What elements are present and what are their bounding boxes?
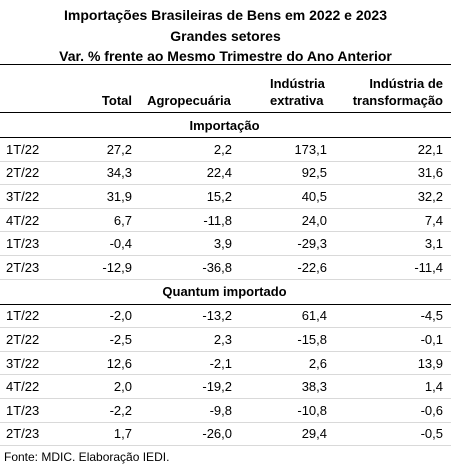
cell-value: -4,5 xyxy=(335,304,451,329)
row-label: 3T/22 xyxy=(0,184,75,209)
cell-value: 7,4 xyxy=(335,208,451,233)
row-label: 1T/23 xyxy=(0,398,75,423)
row-label: 4T/22 xyxy=(0,374,75,399)
cell-value: -29,3 xyxy=(240,231,335,256)
cell-value: -11,4 xyxy=(335,255,451,280)
cell-value: 22,4 xyxy=(140,161,240,186)
cell-value: 2,6 xyxy=(240,351,335,376)
row-label: 4T/22 xyxy=(0,208,75,233)
row-label: 2T/22 xyxy=(0,327,75,352)
cell-value: 24,0 xyxy=(240,208,335,233)
header-cell: Indústria extrativa xyxy=(240,64,335,113)
row-label: 3T/22 xyxy=(0,351,75,376)
cell-value: -2,1 xyxy=(140,351,240,376)
cell-value: 22,1 xyxy=(335,137,451,162)
cell-value: -11,8 xyxy=(140,208,240,233)
header-cell: Indústria de transformação xyxy=(335,64,451,113)
cell-value: -26,0 xyxy=(140,422,240,447)
section-title: Quantum importado xyxy=(0,278,451,305)
cell-value: 12,6 xyxy=(75,351,140,376)
cell-value: 34,3 xyxy=(75,161,140,186)
cell-value: 2,0 xyxy=(75,374,140,399)
row-label: 1T/22 xyxy=(0,304,75,329)
header-cell: Agropecuária xyxy=(140,64,240,113)
cell-value: 31,9 xyxy=(75,184,140,209)
data-row: 1T/23 -2,2 -9,8 -10,8 -0,6 xyxy=(0,398,451,423)
data-row: 2T/22 34,3 22,4 92,5 31,6 xyxy=(0,161,451,186)
cell-value: -15,8 xyxy=(240,327,335,352)
table-header: Total Agropecuária Indústria extrativa I… xyxy=(0,64,451,113)
data-row: 2T/23 -12,9 -36,8 -22,6 -11,4 xyxy=(0,255,451,280)
cell-value: -10,8 xyxy=(240,398,335,423)
cell-value: -0,1 xyxy=(335,327,451,352)
cell-value: 27,2 xyxy=(75,137,140,162)
source-note: Fonte: MDIC. Elaboração IEDI. xyxy=(4,450,170,465)
data-row: 4T/22 2,0 -19,2 38,3 1,4 xyxy=(0,374,451,399)
row-label: 2T/22 xyxy=(0,161,75,186)
row-label: 1T/22 xyxy=(0,137,75,162)
data-row: 3T/22 31,9 15,2 40,5 32,2 xyxy=(0,184,451,209)
row-label: 2T/23 xyxy=(0,255,75,280)
data-row: 1T/22 -2,0 -13,2 61,4 -4,5 xyxy=(0,304,451,329)
section-row: Quantum importado xyxy=(0,278,451,305)
section-title: Importação xyxy=(0,112,451,138)
cell-value: 61,4 xyxy=(240,304,335,329)
cell-value: 15,2 xyxy=(140,184,240,209)
subtitle: Grandes setores xyxy=(170,27,281,44)
cell-value: 2,3 xyxy=(140,327,240,352)
data-row: 2T/23 1,7 -26,0 29,4 -0,5 xyxy=(0,422,451,447)
data-row: 1T/23 -0,4 3,9 -29,3 3,1 xyxy=(0,231,451,256)
cell-value: -2,0 xyxy=(75,304,140,329)
cell-value: -36,8 xyxy=(140,255,240,280)
data-row: 3T/22 12,6 -2,1 2,6 13,9 xyxy=(0,351,451,376)
cell-value: 31,6 xyxy=(335,161,451,186)
cell-value: 2,2 xyxy=(140,137,240,162)
header-cell: Total xyxy=(75,64,140,113)
row-label: 2T/23 xyxy=(0,422,75,447)
cell-value: 92,5 xyxy=(240,161,335,186)
subtitle: Var. % frente ao Mesmo Trimestre do Ano … xyxy=(59,48,392,64)
cell-value: 6,7 xyxy=(75,208,140,233)
row-label: 1T/23 xyxy=(0,231,75,256)
cell-value: -2,2 xyxy=(75,398,140,423)
cell-value: 1,7 xyxy=(75,422,140,447)
cell-value: -0,5 xyxy=(335,422,451,447)
header-cell xyxy=(0,64,75,113)
data-row: 4T/22 6,7 -11,8 24,0 7,4 xyxy=(0,208,451,233)
cell-value: 13,9 xyxy=(335,351,451,376)
title: Importações Brasileiras de Bens em 2022 … xyxy=(64,7,387,23)
cell-value: -12,9 xyxy=(75,255,140,280)
data-row: 2T/22 -2,5 2,3 -15,8 -0,1 xyxy=(0,327,451,352)
cell-value: 29,4 xyxy=(240,422,335,447)
cell-value: 38,3 xyxy=(240,374,335,399)
cell-value: -9,8 xyxy=(140,398,240,423)
cell-value: 3,1 xyxy=(335,231,451,256)
data-row: 1T/22 27,2 2,2 173,1 22,1 xyxy=(0,137,451,162)
section-row: Importação xyxy=(0,112,451,138)
cell-value: 3,9 xyxy=(140,231,240,256)
cell-value: -2,5 xyxy=(75,327,140,352)
cell-value: 40,5 xyxy=(240,184,335,209)
cell-value: -19,2 xyxy=(140,374,240,399)
cell-value: -13,2 xyxy=(140,304,240,329)
data-table: Total Agropecuária Indústria extrativa I… xyxy=(0,64,451,447)
cell-value: -0,6 xyxy=(335,398,451,423)
cell-value: 32,2 xyxy=(335,184,451,209)
cell-value: -22,6 xyxy=(240,255,335,280)
table-body: Importação 1T/22 27,2 2,2 173,1 22,1 2T/22 34,3… xyxy=(0,112,451,447)
cell-value: 173,1 xyxy=(240,137,335,162)
cell-value: -0,4 xyxy=(75,231,140,256)
header-row: Total Agropecuária Indústria extrativa I… xyxy=(0,64,451,113)
title-block: Importações Brasileiras de Bens em 2022 … xyxy=(0,0,451,64)
cell-value: 1,4 xyxy=(335,374,451,399)
